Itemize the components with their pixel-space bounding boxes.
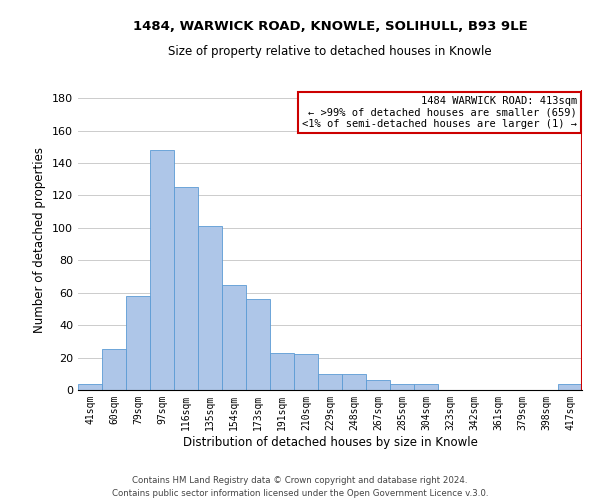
Bar <box>102 350 126 390</box>
Bar <box>78 384 102 390</box>
Bar <box>174 188 198 390</box>
Y-axis label: Number of detached properties: Number of detached properties <box>34 147 46 333</box>
Bar <box>198 226 222 390</box>
Bar <box>390 384 414 390</box>
Text: 1484 WARWICK ROAD: 413sqm
← >99% of detached houses are smaller (659)
<1% of sem: 1484 WARWICK ROAD: 413sqm ← >99% of deta… <box>302 96 577 129</box>
Text: Contains HM Land Registry data © Crown copyright and database right 2024.
Contai: Contains HM Land Registry data © Crown c… <box>112 476 488 498</box>
Bar <box>294 354 318 390</box>
Bar <box>558 384 582 390</box>
Bar <box>342 374 366 390</box>
Bar <box>270 352 294 390</box>
X-axis label: Distribution of detached houses by size in Knowle: Distribution of detached houses by size … <box>182 436 478 448</box>
Bar <box>318 374 342 390</box>
Text: Size of property relative to detached houses in Knowle: Size of property relative to detached ho… <box>168 45 492 58</box>
Bar <box>246 299 270 390</box>
Bar <box>222 284 246 390</box>
Bar <box>414 384 438 390</box>
Bar <box>366 380 390 390</box>
Text: 1484, WARWICK ROAD, KNOWLE, SOLIHULL, B93 9LE: 1484, WARWICK ROAD, KNOWLE, SOLIHULL, B9… <box>133 20 527 33</box>
Bar <box>150 150 174 390</box>
Bar <box>126 296 150 390</box>
